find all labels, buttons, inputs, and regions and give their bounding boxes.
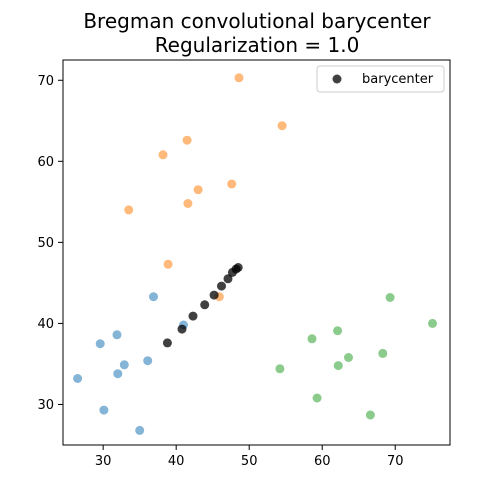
series-2-point-0 [275, 364, 285, 374]
series-0-point-2 [99, 405, 109, 415]
series-1-point-9 [277, 121, 287, 131]
x-tick-label-4: 70 [387, 454, 404, 469]
series-0-point-7 [143, 356, 153, 366]
series-1-point-2 [163, 259, 173, 269]
series-0-point-1 [95, 339, 105, 349]
barycenter-point-5 [217, 281, 226, 291]
barycenter-point-9 [233, 263, 243, 272]
barycenter-point-6 [223, 274, 233, 284]
plot-frame [62, 59, 451, 446]
series-2-point-7 [378, 348, 388, 358]
series-2-point-3 [333, 326, 343, 336]
x-tick-label-2: 50 [241, 454, 258, 469]
series-1-point-0 [124, 205, 134, 215]
barycenter-point-1 [177, 324, 187, 334]
series-0-point-8 [149, 292, 158, 302]
series-0-point-0 [73, 374, 83, 383]
legend-label-barycenter: barycenter [362, 72, 434, 87]
series-2-point-8 [385, 293, 395, 302]
y-tick-label-1: 40 [37, 317, 54, 332]
x-tick-label-3: 60 [314, 454, 331, 469]
barycenter-point-2 [188, 311, 198, 321]
y-tick-label-3: 60 [37, 155, 54, 170]
series-1-point-7 [227, 179, 237, 189]
barycenter-point-3 [200, 300, 210, 310]
x-tick-label-1: 40 [168, 454, 185, 469]
barycenter-point-4 [209, 290, 219, 300]
series-0-point-4 [113, 369, 123, 379]
series-0-point-5 [119, 360, 129, 370]
barycenter-point-0 [162, 338, 172, 348]
series-2-point-5 [344, 353, 353, 362]
series-2-point-6 [365, 410, 375, 420]
series-1-point-4 [183, 199, 193, 208]
series-0-point-6 [135, 425, 145, 435]
series-2-point-4 [333, 361, 343, 371]
series-1-point-3 [182, 135, 192, 145]
legend-box [316, 65, 445, 93]
ticks-layer: 30 40 50 60 70 30 40 50 60 70 [37, 74, 403, 469]
series-1-point-1 [158, 150, 168, 160]
legend: barycenter [316, 65, 445, 93]
y-tick-label-2: 50 [37, 236, 54, 251]
points-layer [73, 73, 437, 435]
series-2-point-9 [428, 318, 437, 328]
series-0-point-3 [112, 330, 122, 340]
chart-title-line-1: Bregman convolutional barycenter [83, 9, 431, 33]
series-2-point-1 [307, 334, 317, 344]
legend-marker-barycenter [332, 74, 342, 84]
y-tick-label-0: 30 [37, 398, 54, 413]
x-tick-label-0: 30 [95, 454, 112, 469]
series-1-point-5 [193, 185, 203, 195]
series-1-point-8 [234, 73, 244, 83]
chart-title-line-2: Regularization = 1.0 [155, 33, 360, 57]
series-2-point-2 [312, 393, 322, 403]
y-tick-label-4: 70 [37, 74, 54, 89]
